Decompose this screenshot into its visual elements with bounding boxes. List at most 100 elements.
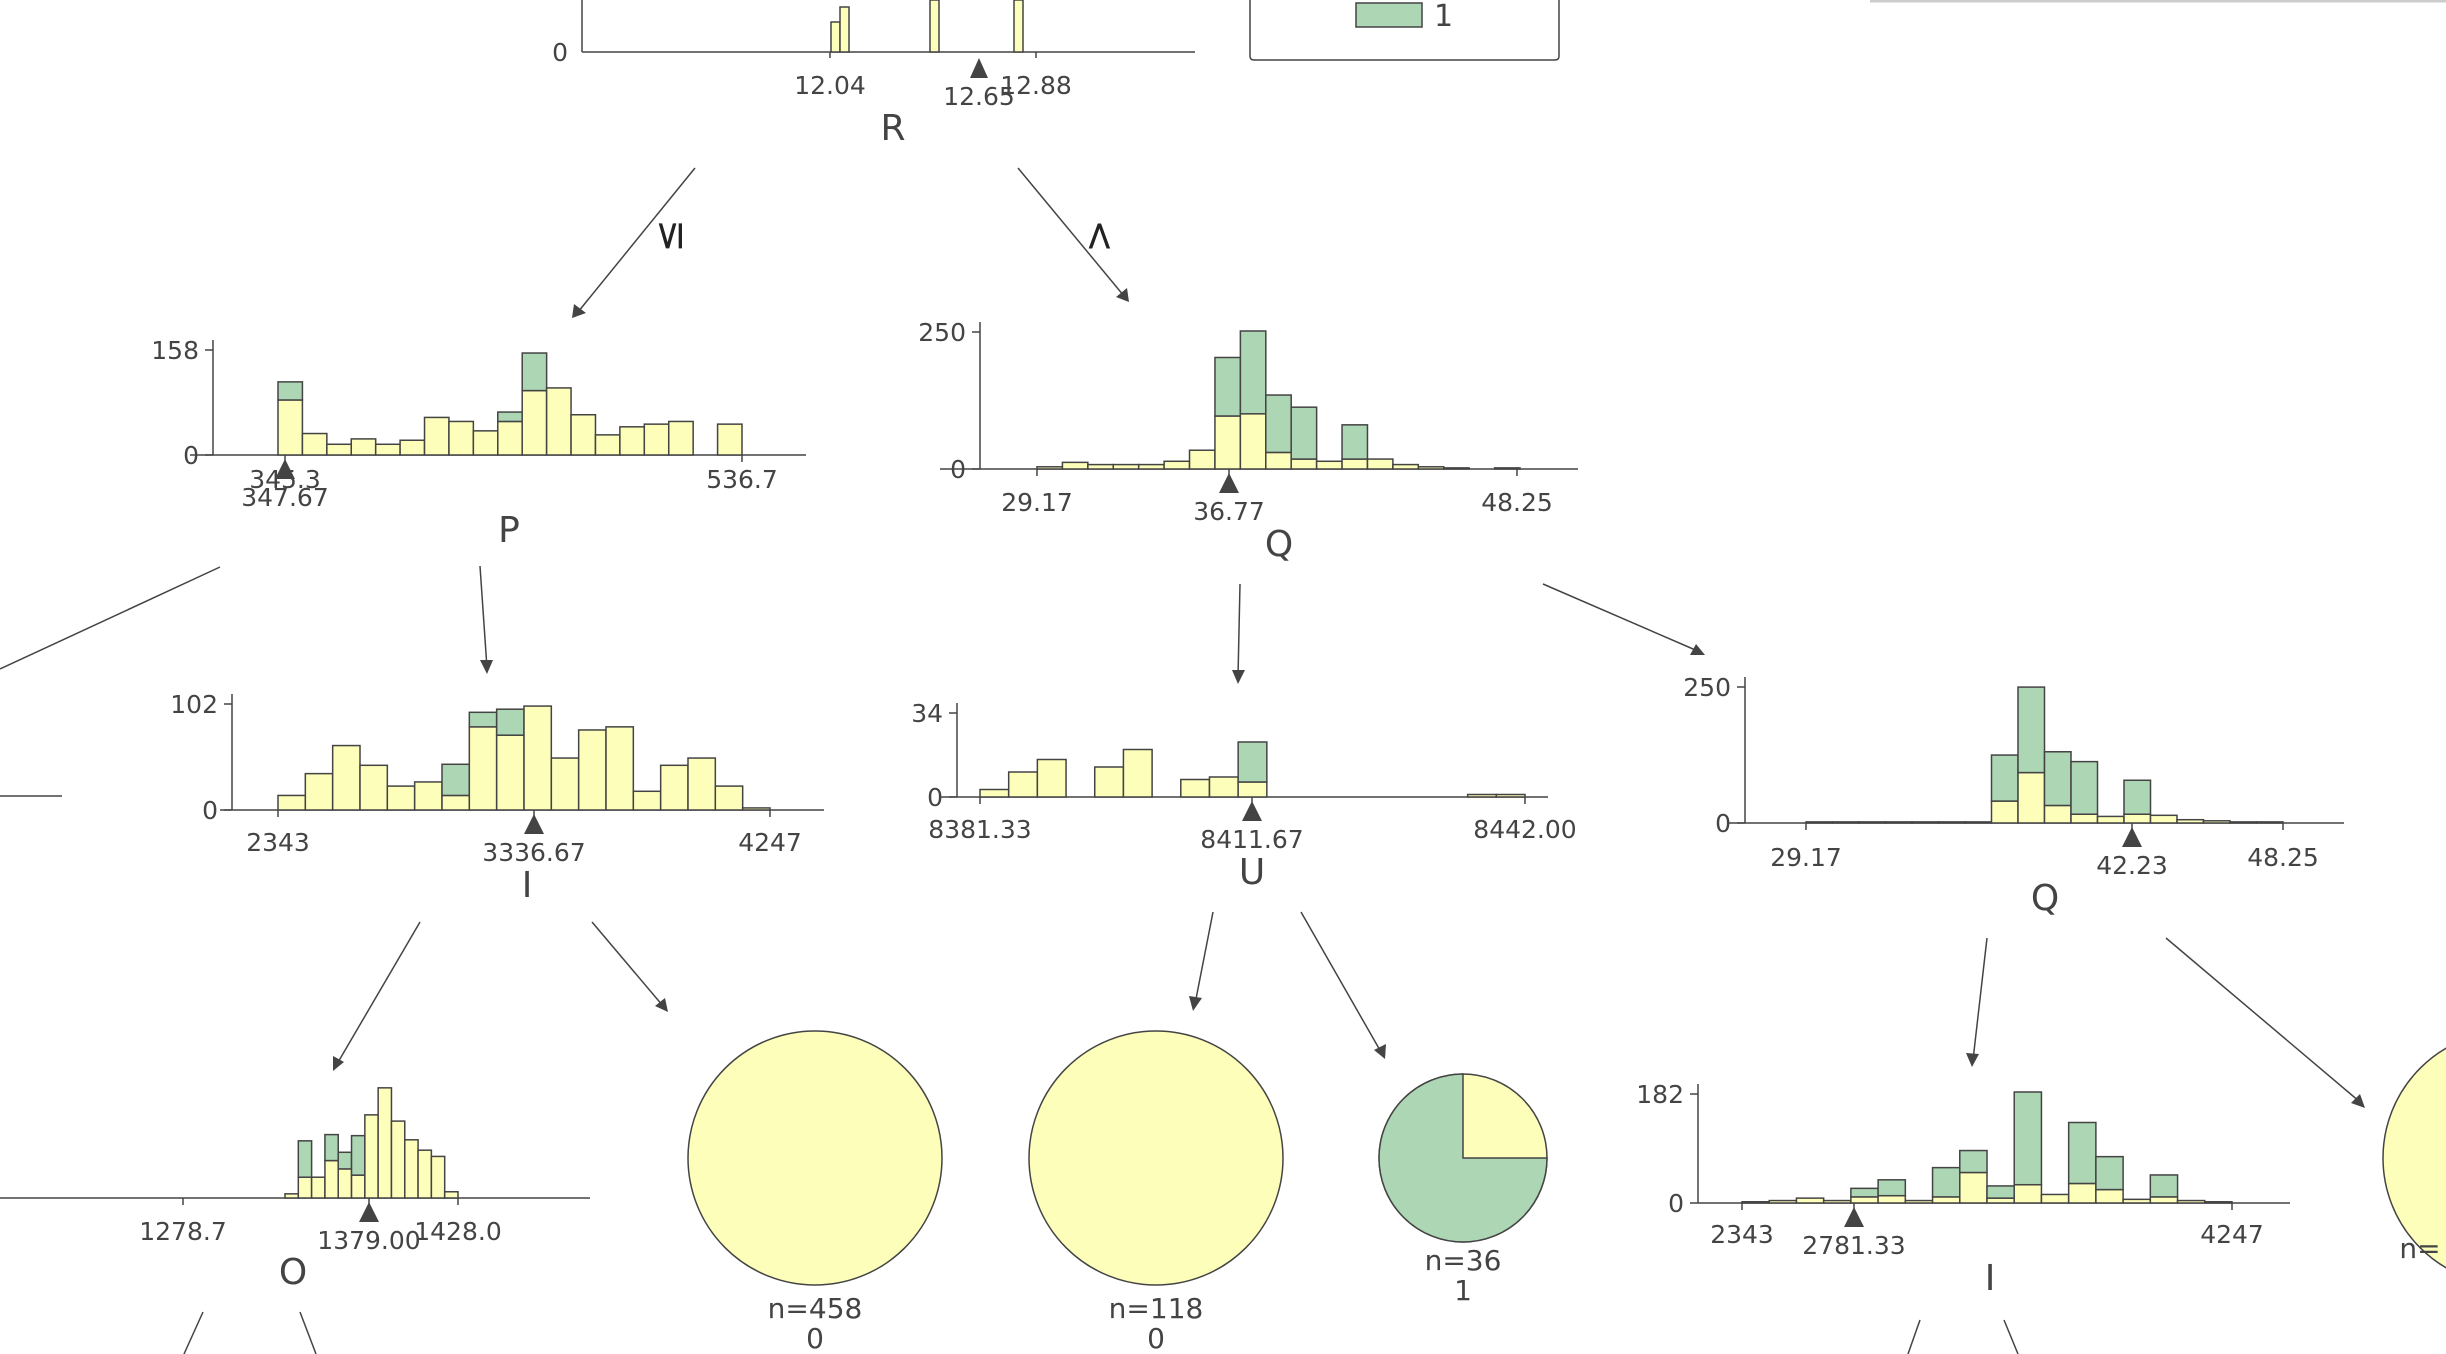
q2-xtick-2: 48.25: [2247, 843, 2319, 872]
edge-u-left-arrowhead: [1189, 996, 1202, 1011]
u-bar-class0-5: [1122, 748, 1153, 798]
leaf-118-class-label: 0: [1147, 1322, 1165, 1354]
o-bar-class1-4: [337, 1151, 353, 1170]
o-xtick-0: 1278.7: [139, 1217, 226, 1246]
u-bar-class0-7: [1180, 778, 1211, 798]
q1-bar-class1-10: [1290, 406, 1318, 460]
q1-bar-class0-1: [1061, 461, 1089, 470]
o-bar-class0-6: [364, 1114, 379, 1199]
i1-bar-class0-16: [714, 785, 744, 811]
root-xtick-1: 12.88: [1000, 71, 1072, 100]
p-bar-class0-4: [374, 443, 401, 456]
p-ytick-0: 158: [151, 336, 199, 365]
leaf-118-pie: [1028, 1030, 1284, 1286]
edge-i1-left: [336, 921, 421, 1065]
i2-bar-class0-2: [1795, 1197, 1825, 1204]
i1-feature-name: I: [522, 865, 533, 906]
i2-bar-class0-7: [1931, 1196, 1961, 1204]
p-xtick-1: 536.7: [706, 465, 778, 494]
tree-edges: ≤ >: [0, 167, 2365, 1354]
o-bar-class0-7: [377, 1087, 393, 1199]
q2-bar-class1-9: [2043, 751, 2072, 807]
edge-q1-left-arrowhead: [1232, 670, 1245, 684]
q2-bar-class0-15: [2202, 820, 2231, 824]
q2-bar-class0-17: [2255, 821, 2284, 824]
legend: 1: [1249, 0, 2446, 61]
p-bar-class0-10: [521, 389, 548, 456]
q1-bar-class0-2: [1087, 463, 1115, 470]
edge-label-left: ≤: [646, 219, 692, 253]
i1-bar-class0-8: [495, 734, 525, 811]
node-q1-histogram: 250 0 29.17 48.25 36.77Q: [918, 318, 1578, 565]
q2-split-marker: [2122, 827, 2142, 847]
p-bar-class0-8: [472, 430, 499, 456]
q1-bar-class0-6: [1188, 449, 1216, 470]
root-ytick-0: 0: [552, 38, 568, 67]
p-bar-class1-10: [521, 352, 548, 392]
edge-root-right: [1017, 167, 1125, 297]
q1-bar-class0-18: [1493, 467, 1521, 470]
p-bar-class0-14: [619, 426, 646, 456]
i1-bar-class0-5: [413, 781, 443, 811]
i2-bar-class0-1: [1768, 1199, 1798, 1204]
q2-bar-class0-14: [2176, 818, 2205, 824]
o-xtick-2: 1428.0: [414, 1217, 501, 1246]
root-bar-1: [839, 6, 850, 53]
q1-bar-class1-9: [1265, 394, 1292, 454]
p-bar-class0-2: [326, 443, 353, 456]
q1-bar-class1-7: [1214, 356, 1242, 417]
root-feature-histogram: 0 12.04 12.88 12.65 R: [552, 0, 1195, 149]
i2-bar-class0-4: [1850, 1196, 1879, 1204]
root-split-marker: [970, 58, 988, 78]
o-bar-class0-10: [417, 1149, 433, 1199]
q2-bar-class0-4: [1911, 821, 1940, 824]
root-bar-2: [929, 0, 940, 53]
root-bar-0: [830, 21, 841, 53]
q1-bar-class1-8: [1239, 330, 1267, 415]
edge-q2-left: [1972, 937, 1988, 1061]
i2-bar-class0-0: [1741, 1201, 1770, 1204]
edge-p-right: [479, 565, 488, 669]
q2-bar-class0-0: [1805, 821, 1834, 824]
q1-bar-class0-13: [1366, 458, 1394, 470]
q2-bar-class0-1: [1831, 821, 1860, 824]
i1-bar-class0-10: [550, 757, 580, 811]
p-bar-class0-3: [350, 438, 377, 456]
node-q2-histogram: 250 0 29.17 48.25 42.23 Q: [1683, 673, 2344, 919]
edge-o-right: [299, 1311, 317, 1354]
i2-bar-class0-13: [2095, 1188, 2124, 1204]
p-bar-class1-9: [497, 411, 523, 423]
q1-bar-class1-12: [1341, 424, 1369, 460]
o-split-value: 1379.00: [317, 1226, 420, 1255]
q2-bar-class0-3: [1884, 821, 1913, 824]
root-feature-name: R: [880, 108, 905, 149]
q1-bar-class0-9: [1265, 451, 1292, 470]
u-bar-class0-8: [1208, 776, 1239, 798]
p-bar-class0-12: [570, 413, 597, 456]
q2-bar-class0-9: [2043, 804, 2072, 824]
i1-xtick-2: 4247: [738, 828, 802, 857]
p-bar-class0-13: [594, 434, 621, 456]
u-bar-class0-17: [1466, 793, 1498, 798]
u-split-value: 8411.67: [1200, 825, 1303, 854]
p-bar-class0-0: [277, 399, 304, 456]
o-bar-class1-3: [324, 1133, 339, 1162]
edge-root-right-arrowhead: [1116, 288, 1129, 302]
edge-q2-right: [2165, 937, 2361, 1103]
p-feature-name: P: [498, 510, 520, 551]
i1-bar-class0-9: [523, 705, 553, 811]
u-xtick-0: 8381.33: [928, 815, 1031, 844]
u-feature-name: U: [1239, 852, 1265, 893]
p-bar-class0-1: [301, 432, 328, 456]
q2-bar-class1-8: [2017, 686, 2046, 774]
leaf-right-pie: [2382, 1047, 2446, 1269]
edge-q2-left-arrowhead: [1966, 1053, 1979, 1067]
root-xtick-0: 12.04: [794, 71, 866, 100]
u-ytick-1: 0: [927, 783, 943, 812]
i2-bar-class1-4: [1850, 1187, 1879, 1198]
legend-label: 1: [1434, 0, 1453, 34]
i2-bar-class1-7: [1931, 1166, 1961, 1198]
edge-q1-left: [1237, 583, 1241, 678]
